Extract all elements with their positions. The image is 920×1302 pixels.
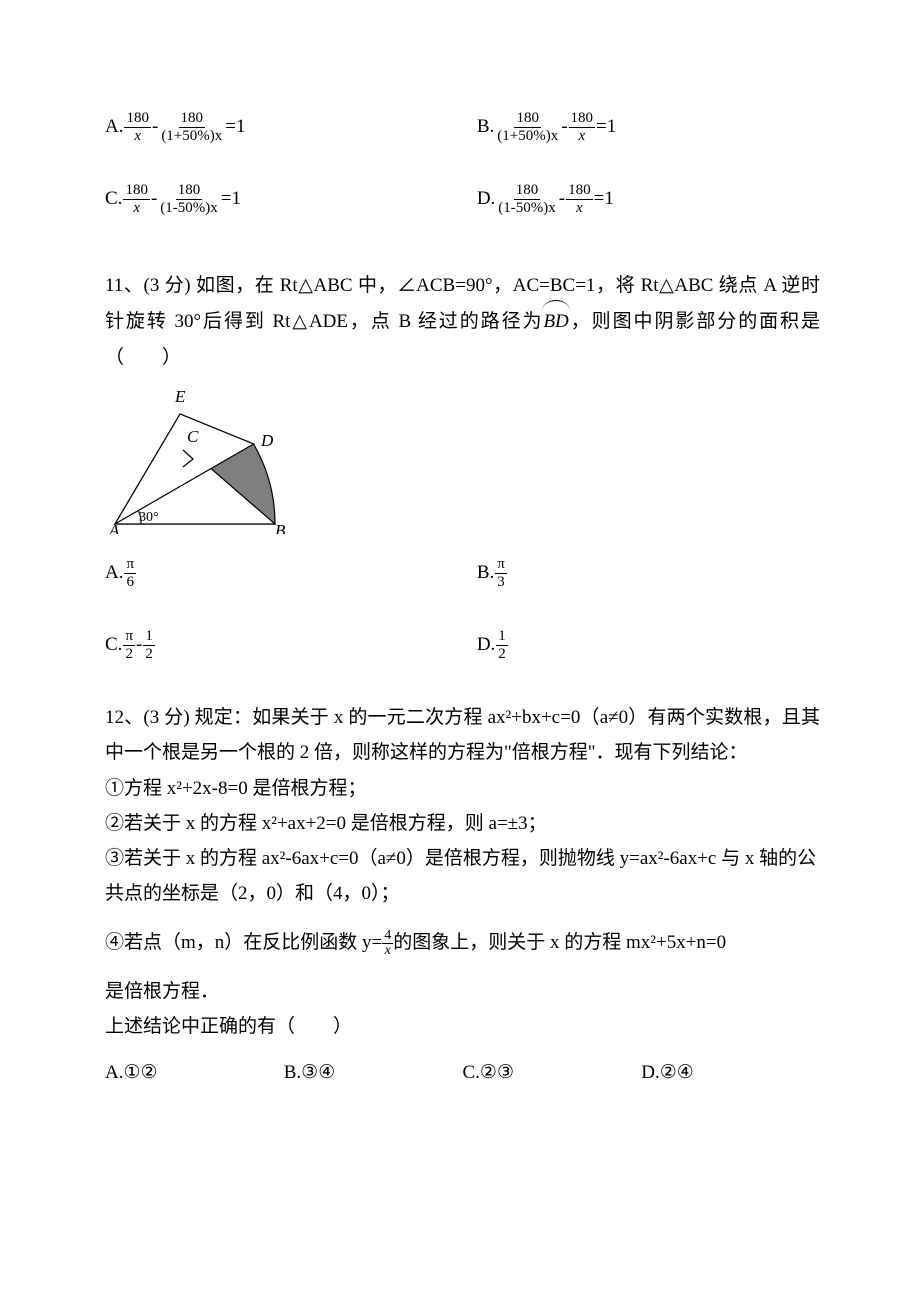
q12-stmt3: ③若关于 x 的方程 ax²-6ax+c=0（a≠0）是倍根方程，则抛物线 y=… (105, 841, 820, 911)
arc-bd-icon: BD (543, 304, 568, 340)
q11-option-b[interactable]: B. π3 (477, 556, 820, 590)
option-label: A. (105, 113, 123, 142)
option-label: C. (105, 185, 122, 214)
q10-option-b[interactable]: B. 180(1+50%)x - 180x =1 (477, 110, 820, 144)
q11-options-row2: C. π2 - 12 D. 12 (105, 628, 820, 662)
q12-option-b[interactable]: B.③④ (284, 1059, 463, 1088)
q11-option-a[interactable]: A. π6 (105, 556, 448, 590)
q10-option-c[interactable]: C. 180x - 180(1-50%)x =1 (105, 182, 448, 216)
q10-options-row1: A. 180x - 180(1+50%)x =1 B. 180(1+50%)x … (105, 110, 820, 144)
q10-options-row2: C. 180x - 180(1-50%)x =1 D. 180(1-50%)x … (105, 182, 820, 216)
label-c: C (187, 427, 199, 446)
q10-option-a[interactable]: A. 180x - 180(1+50%)x =1 (105, 110, 448, 144)
q11-option-d[interactable]: D. 12 (477, 628, 820, 662)
label-a: A (108, 521, 120, 534)
q10-option-d[interactable]: D. 180(1-50%)x - 180x =1 (477, 182, 820, 216)
option-label: B. (477, 113, 494, 142)
q12-options: A.①② B.③④ C.②③ D.②④ (105, 1059, 820, 1088)
q11-figure: A B C D E 30° (105, 384, 310, 534)
label-d: D (260, 431, 274, 450)
q12-intro: 12、(3 分) 规定：如果关于 x 的一元二次方程 ax²+bx+c=0（a≠… (105, 700, 820, 770)
q12-conclusion: 上述结论中正确的有（ ） (105, 1009, 820, 1044)
q12-stmt4: ④若点（m，n）在反比例函数 y=4x的图象上，则关于 x 的方程 mx²+5x… (105, 925, 820, 960)
q12-option-c[interactable]: C.②③ (463, 1059, 642, 1088)
label-angle: 30° (139, 510, 159, 525)
q12-stmt2: ②若关于 x 的方程 x²+ax+2=0 是倍根方程，则 a=±3； (105, 806, 820, 841)
q11-option-c[interactable]: C. π2 - 12 (105, 628, 448, 662)
q11-block: 11、(3 分) 如图，在 Rt△ABC 中，∠ACB=90°，AC=BC=1，… (105, 268, 820, 662)
label-b: B (275, 521, 286, 534)
q12-block: 12、(3 分) 规定：如果关于 x 的一元二次方程 ax²+bx+c=0（a≠… (105, 700, 820, 1087)
q11-stem: 11、(3 分) 如图，在 Rt△ABC 中，∠ACB=90°，AC=BC=1，… (105, 268, 820, 376)
label-e: E (174, 387, 186, 406)
q11-options-row1: A. π6 B. π3 (105, 556, 820, 590)
option-label: D. (477, 185, 495, 214)
q12-stmt4-end: 是倍根方程． (105, 974, 820, 1009)
q12-option-a[interactable]: A.①② (105, 1059, 284, 1088)
q12-option-d[interactable]: D.②④ (641, 1059, 820, 1088)
q12-stmt1: ①方程 x²+2x-8=0 是倍根方程； (105, 771, 820, 806)
